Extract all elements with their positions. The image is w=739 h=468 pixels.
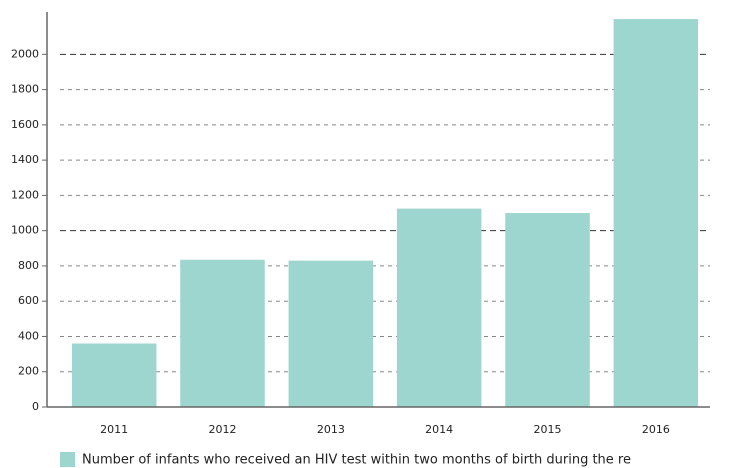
x-tick-label: 2012 xyxy=(209,423,237,436)
y-tick-label: 1600 xyxy=(11,118,39,131)
y-tick-label: 1800 xyxy=(11,83,39,96)
bar xyxy=(288,260,374,407)
bar xyxy=(71,343,157,407)
y-tick-label: 1000 xyxy=(11,224,39,237)
y-tick-label: 1200 xyxy=(11,188,39,201)
bar xyxy=(505,213,590,407)
y-tick-label: 600 xyxy=(18,294,39,307)
x-tick-label: 2013 xyxy=(317,423,345,436)
y-tick-label: 0 xyxy=(32,400,39,413)
bar xyxy=(180,259,265,407)
x-tick-label: 2011 xyxy=(100,423,128,436)
y-tick-label: 200 xyxy=(18,365,39,378)
x-tick-label: 2014 xyxy=(425,423,453,436)
y-tick-label: 800 xyxy=(18,259,39,272)
x-tick-label: 2015 xyxy=(534,423,562,436)
y-tick-label: 2000 xyxy=(11,47,39,60)
legend-swatch xyxy=(60,452,75,467)
bar xyxy=(613,19,699,408)
x-tick-label: 2016 xyxy=(642,423,670,436)
bar xyxy=(396,208,482,407)
y-tick-label: 1400 xyxy=(11,153,39,166)
legend-label: Number of infants who received an HIV te… xyxy=(82,453,631,468)
y-tick-label: 400 xyxy=(18,329,39,342)
